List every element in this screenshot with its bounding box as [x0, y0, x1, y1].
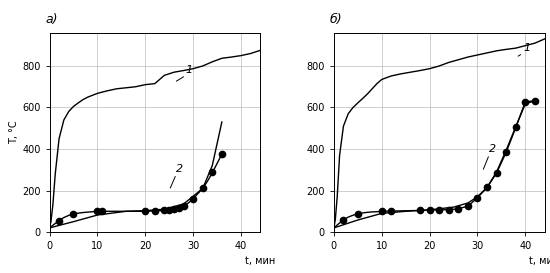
Text: а): а): [45, 13, 58, 26]
Text: 2: 2: [490, 144, 497, 154]
X-axis label: t, мин: t, мин: [529, 256, 550, 266]
Text: 2: 2: [177, 164, 184, 174]
Text: б): б): [329, 13, 342, 26]
Text: 1: 1: [523, 43, 530, 53]
X-axis label: t, мин: t, мин: [245, 256, 275, 266]
Text: 1: 1: [186, 65, 193, 75]
Y-axis label: T, °C: T, °C: [9, 121, 19, 144]
